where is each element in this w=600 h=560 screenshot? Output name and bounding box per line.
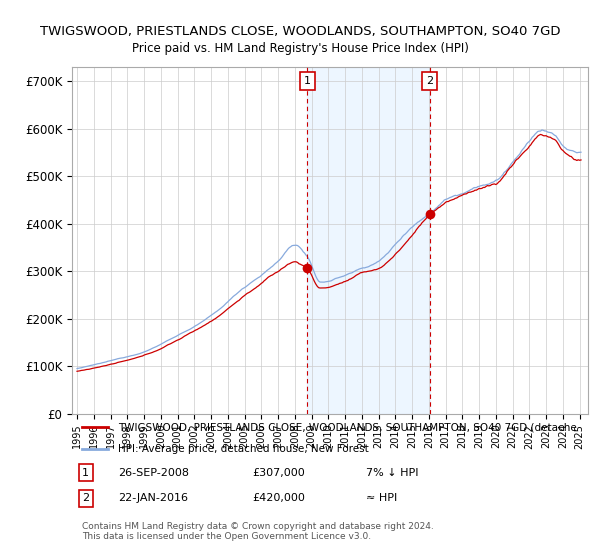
Text: 7% ↓ HPI: 7% ↓ HPI bbox=[366, 468, 419, 478]
Text: Contains HM Land Registry data © Crown copyright and database right 2024.
This d: Contains HM Land Registry data © Crown c… bbox=[82, 522, 434, 541]
Text: 2: 2 bbox=[426, 76, 433, 86]
Text: HPI: Average price, detached house, New Forest: HPI: Average price, detached house, New … bbox=[118, 444, 369, 454]
Text: 26-SEP-2008: 26-SEP-2008 bbox=[118, 468, 190, 478]
Text: 2: 2 bbox=[82, 493, 89, 503]
Text: TWIGSWOOD, PRIESTLANDS CLOSE, WOODLANDS, SOUTHAMPTON, SO40 7GD: TWIGSWOOD, PRIESTLANDS CLOSE, WOODLANDS,… bbox=[40, 25, 560, 38]
Text: 1: 1 bbox=[304, 76, 311, 86]
Bar bbox=[307, 67, 430, 414]
Text: TWIGSWOOD, PRIESTLANDS CLOSE, WOODLANDS, SOUTHAMPTON, SO40 7GD (detache: TWIGSWOOD, PRIESTLANDS CLOSE, WOODLANDS,… bbox=[118, 422, 577, 432]
Text: ≈ HPI: ≈ HPI bbox=[366, 493, 397, 503]
Text: 22-JAN-2016: 22-JAN-2016 bbox=[118, 493, 188, 503]
Text: 1: 1 bbox=[82, 468, 89, 478]
Text: Price paid vs. HM Land Registry's House Price Index (HPI): Price paid vs. HM Land Registry's House … bbox=[131, 42, 469, 55]
Text: £307,000: £307,000 bbox=[253, 468, 305, 478]
Text: £420,000: £420,000 bbox=[253, 493, 305, 503]
